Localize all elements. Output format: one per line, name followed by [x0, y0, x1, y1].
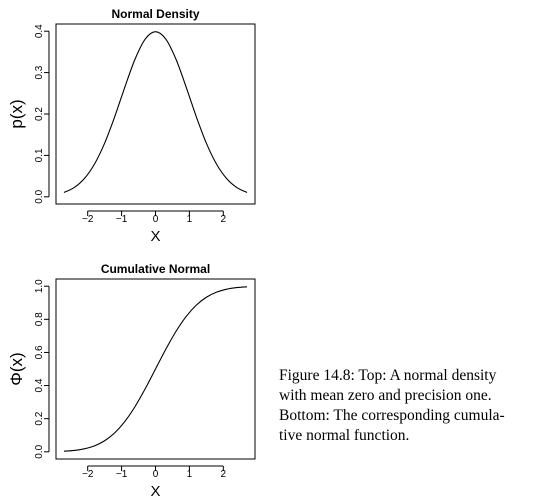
x-axis-label: X [150, 483, 160, 500]
x-tick-label: −2 [82, 469, 94, 480]
cumulative-normal-panel: Cumulative Normal −2 −1 0 1 2 X 0.0 0.2 0.4 0.6 0.8… [7, 262, 255, 500]
y-tick-label: 0.8 [34, 312, 45, 326]
x-axis-label: X [150, 228, 160, 245]
caption-line: Figure 14.8: Top: A normal density [279, 366, 545, 386]
caption-line: with mean zero and precision one. [279, 386, 545, 406]
y-axis-label: Φ(x) [7, 352, 26, 385]
y-tick-label: 0.4 [34, 24, 45, 38]
y-tick-label: 0.2 [34, 411, 45, 425]
chart-title: Normal Density [111, 7, 199, 21]
x-tick-label: 2 [221, 469, 227, 480]
caption-line: Bottom: The corresponding cumula- [279, 406, 545, 426]
y-tick-label: 0.2 [34, 107, 45, 121]
x-tick-label: 1 [187, 214, 193, 225]
figure-caption: Figure 14.8: Top: A normal density with … [279, 366, 545, 446]
caption-line: tive normal function. [279, 426, 545, 446]
series-line [64, 287, 247, 451]
x-tick-label: −1 [116, 469, 128, 480]
x-tick-label: 0 [153, 469, 159, 480]
x-tick-label: −1 [116, 214, 128, 225]
series-line [64, 32, 247, 193]
chart-title: Cumulative Normal [101, 262, 210, 276]
y-axis-label: p(x) [7, 99, 26, 128]
x-tick-label: 2 [221, 214, 227, 225]
normal-density-panel: Normal Density −2 −1 0 1 2 X 0.0 0.1 0.2 0.3 0.4 p(x… [7, 7, 255, 245]
x-tick-label: 1 [187, 469, 193, 480]
y-tick-label: 1.0 [34, 279, 45, 293]
y-tick-label: 0.1 [34, 148, 45, 162]
x-tick-label: −2 [82, 214, 94, 225]
y-tick-label: 0.6 [34, 345, 45, 359]
y-tick-label: 0.3 [34, 65, 45, 79]
y-tick-label: 0.0 [34, 444, 45, 458]
x-tick-label: 0 [153, 214, 159, 225]
y-tick-label: 0.0 [34, 189, 45, 203]
y-tick-label: 0.4 [34, 378, 45, 392]
